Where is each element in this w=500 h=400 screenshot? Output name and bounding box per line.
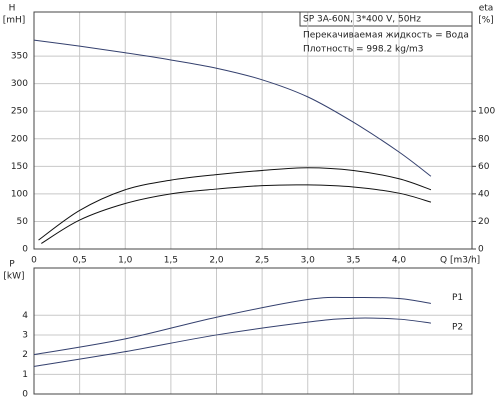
- annotation: SP 3A-60N, 3*400 V, 50Hz: [303, 15, 421, 25]
- y-tick-label: 50: [17, 217, 29, 227]
- y-tick-label: 4: [22, 311, 28, 321]
- y-tick-label: 200: [11, 134, 28, 144]
- y-tick-label: 0: [22, 245, 28, 255]
- y-tick-label: 300: [11, 79, 28, 89]
- curve: [33, 39, 432, 177]
- annotation: Плотность = 998.2 kg/m3: [303, 45, 424, 55]
- x-tick-label: 1,0: [118, 256, 133, 266]
- y-tick-label: 350: [11, 52, 28, 62]
- curve-label: P2: [452, 323, 463, 333]
- x-tick-label: 0,5: [72, 256, 86, 266]
- x-tick-label: 1,5: [164, 256, 178, 266]
- plot-frame: [33, 267, 473, 395]
- x-tick-label: 0: [31, 256, 37, 266]
- curve: [38, 167, 432, 241]
- y-axis-unit: [mH]: [3, 16, 26, 26]
- y2-axis-label: eta: [479, 4, 494, 14]
- y-tick-label: 250: [11, 107, 28, 117]
- y2-tick-label: 40: [478, 189, 490, 199]
- x-tick-label: 3,5: [346, 256, 360, 266]
- x-tick-label: 4,0: [392, 256, 407, 266]
- y2-axis-unit: [%]: [478, 16, 494, 26]
- x-axis-label: Q [m3/h]: [440, 256, 480, 266]
- y-tick-label: 150: [11, 162, 28, 172]
- plot-frame: [33, 11, 473, 250]
- y-axis-label: H: [9, 4, 16, 14]
- curve: [33, 296, 432, 356]
- y2-tick-label: 100: [478, 107, 495, 117]
- x-tick-label: 3,0: [301, 256, 316, 266]
- y2-tick-label: 60: [478, 162, 490, 172]
- x-tick-label: 2,0: [209, 256, 224, 266]
- curve: [41, 184, 432, 244]
- y-tick-label: 3: [22, 330, 28, 340]
- y-axis-unit: [kW]: [3, 272, 24, 282]
- y2-tick-label: 80: [478, 134, 490, 144]
- annotation: Перекачиваемая жидкость = Вода: [303, 31, 469, 41]
- x-tick-label: 2,5: [255, 256, 269, 266]
- y-tick-label: 1: [22, 370, 28, 380]
- y-tick-label: 0: [22, 390, 28, 400]
- curve-label: P1: [452, 293, 463, 303]
- y-axis-label: P: [9, 260, 15, 270]
- y2-tick-label: 0: [478, 245, 484, 255]
- y2-tick-label: 20: [478, 217, 490, 227]
- curve: [33, 317, 431, 367]
- y-tick-label: 2: [22, 350, 28, 360]
- y-tick-label: 100: [11, 189, 28, 199]
